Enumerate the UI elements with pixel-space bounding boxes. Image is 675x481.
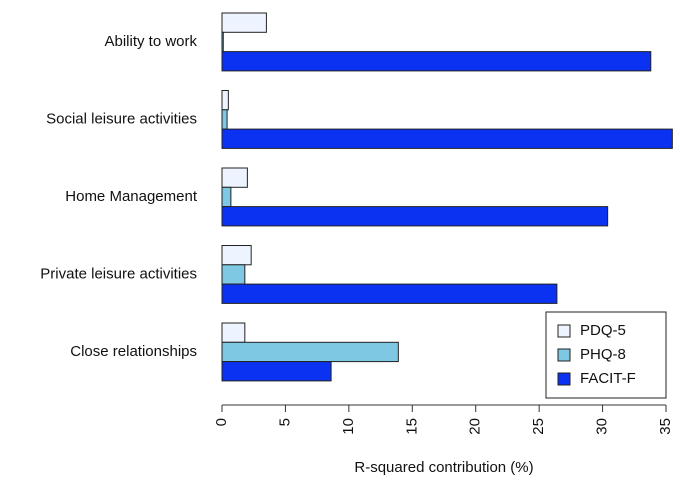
- x-tick-label: 10: [340, 418, 357, 435]
- bar: [221, 283, 558, 304]
- bar: [221, 167, 248, 188]
- bar: [221, 322, 246, 343]
- y-tick-label: Social leisure activities: [46, 110, 197, 127]
- legend-label: PDQ-5: [580, 322, 626, 339]
- bar: [221, 186, 232, 208]
- legend-label: PHQ-8: [580, 346, 626, 363]
- bar: [221, 128, 673, 149]
- bar: [221, 12, 267, 33]
- bar: [221, 31, 224, 53]
- bar: [221, 51, 652, 72]
- x-tick-label: 30: [594, 418, 611, 435]
- y-tick-label: Private leisure activities: [40, 265, 197, 282]
- bar: [221, 245, 252, 266]
- y-tick-label: Home Management: [65, 188, 198, 205]
- y-tick-label: Close relationships: [70, 343, 197, 360]
- x-tick-label: 15: [403, 418, 420, 435]
- bar: [221, 90, 229, 111]
- bar: [221, 341, 399, 363]
- x-tick-label: 5: [276, 418, 293, 426]
- x-tick-label: 25: [530, 418, 547, 435]
- legend-swatch: [557, 372, 571, 386]
- bar: [221, 206, 609, 227]
- x-axis-label: R-squared contribution (%): [354, 459, 533, 476]
- legend-swatch: [557, 324, 571, 338]
- x-tick-label: 0: [213, 418, 230, 426]
- legend-swatch: [557, 348, 571, 362]
- bar: [221, 109, 228, 130]
- x-tick-label: 20: [467, 418, 484, 435]
- legend-label: FACIT-F: [580, 370, 636, 387]
- y-tick-label: Ability to work: [104, 33, 197, 50]
- x-tick-label: 35: [657, 418, 674, 435]
- bar: [221, 264, 246, 285]
- bar: [221, 361, 332, 382]
